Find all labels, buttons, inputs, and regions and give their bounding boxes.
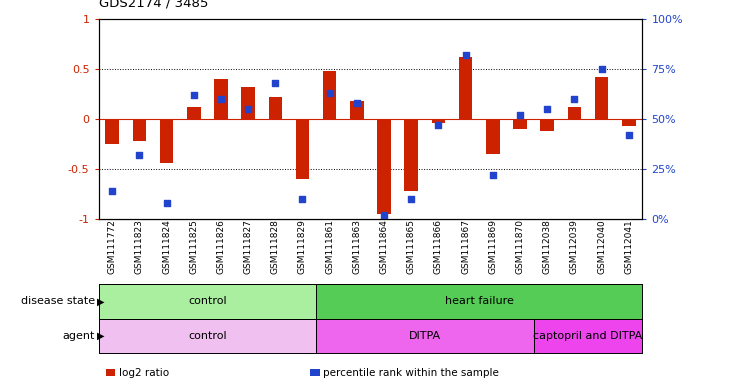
Text: ▶: ▶	[97, 296, 104, 306]
Text: GSM111865: GSM111865	[407, 219, 416, 274]
Point	[215, 96, 227, 102]
Point	[514, 112, 526, 118]
Text: GSM111869: GSM111869	[488, 219, 497, 274]
Text: GSM112038: GSM112038	[542, 219, 552, 274]
Point	[405, 196, 417, 202]
Point	[269, 80, 281, 86]
Bar	[269, 97, 282, 119]
Bar	[316, 284, 642, 319]
Text: GSM111825: GSM111825	[189, 219, 199, 274]
Text: GSM111828: GSM111828	[271, 219, 280, 274]
Bar	[296, 119, 310, 179]
Text: GDS2174 / 3485: GDS2174 / 3485	[99, 0, 208, 10]
Bar	[431, 119, 445, 123]
Bar	[187, 107, 201, 119]
Bar	[377, 119, 391, 214]
Bar	[160, 119, 173, 163]
Bar	[323, 71, 337, 119]
Point	[324, 90, 336, 96]
Text: GSM111772: GSM111772	[107, 219, 117, 274]
Bar	[105, 119, 119, 144]
Bar	[622, 119, 636, 126]
Point	[161, 200, 172, 206]
Point	[242, 106, 254, 112]
Point	[378, 212, 390, 218]
Bar	[316, 319, 534, 353]
Bar	[568, 107, 581, 119]
Text: heart failure: heart failure	[445, 296, 514, 306]
Point	[134, 152, 145, 158]
Text: ▶: ▶	[97, 331, 104, 341]
Text: GSM112040: GSM112040	[597, 219, 606, 274]
Text: GSM111827: GSM111827	[244, 219, 253, 274]
Text: GSM111861: GSM111861	[325, 219, 334, 274]
Bar	[595, 77, 608, 119]
Text: control: control	[188, 296, 226, 306]
Point	[351, 100, 363, 106]
Text: GSM111864: GSM111864	[380, 219, 388, 274]
Bar	[459, 57, 472, 119]
Text: DITPA: DITPA	[409, 331, 441, 341]
Text: GSM112041: GSM112041	[624, 219, 634, 274]
Text: GSM111870: GSM111870	[515, 219, 525, 274]
Bar	[513, 119, 527, 129]
Bar	[242, 87, 255, 119]
Point	[107, 188, 118, 194]
Text: percentile rank within the sample: percentile rank within the sample	[323, 367, 499, 377]
Text: GSM111863: GSM111863	[353, 219, 361, 274]
Bar	[534, 319, 642, 353]
Text: GSM111824: GSM111824	[162, 219, 171, 274]
Bar	[133, 119, 146, 141]
Text: GSM112039: GSM112039	[570, 219, 579, 274]
Point	[623, 132, 634, 138]
Bar	[214, 79, 228, 119]
Point	[460, 52, 472, 58]
Text: agent: agent	[63, 331, 95, 341]
Text: GSM111823: GSM111823	[135, 219, 144, 274]
Point	[188, 92, 199, 98]
Bar	[540, 119, 554, 131]
Bar	[99, 319, 316, 353]
Text: disease state: disease state	[20, 296, 95, 306]
Bar	[404, 119, 418, 191]
Point	[596, 66, 607, 72]
Bar	[350, 101, 364, 119]
Bar	[486, 119, 499, 154]
Text: control: control	[188, 331, 226, 341]
Point	[487, 172, 499, 178]
Point	[433, 122, 445, 128]
Text: GSM111829: GSM111829	[298, 219, 307, 274]
Point	[569, 96, 580, 102]
Point	[296, 196, 308, 202]
Text: GSM111826: GSM111826	[216, 219, 226, 274]
Text: captopril and DITPA: captopril and DITPA	[534, 331, 642, 341]
Text: log2 ratio: log2 ratio	[119, 367, 169, 377]
Text: GSM111867: GSM111867	[461, 219, 470, 274]
Point	[542, 106, 553, 112]
Bar	[99, 284, 316, 319]
Text: GSM111866: GSM111866	[434, 219, 443, 274]
